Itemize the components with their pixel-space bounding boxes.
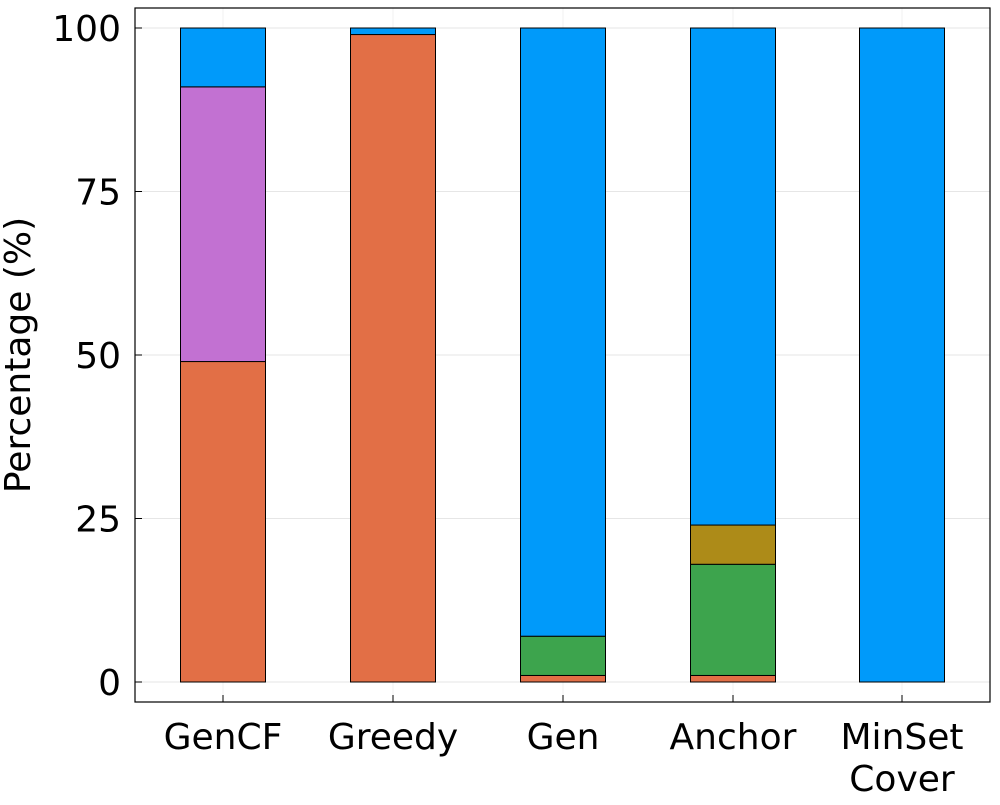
x-tick-label: GenCF xyxy=(164,717,283,758)
x-tick-label: Anchor xyxy=(670,717,797,758)
bar-segment xyxy=(690,27,776,526)
bar-segment xyxy=(350,34,436,683)
bar-segment xyxy=(859,27,945,683)
bar-segment xyxy=(350,27,436,36)
x-tick-label: MinSet Cover xyxy=(841,717,964,800)
bar-segment xyxy=(520,674,606,683)
y-tick-label: 25 xyxy=(75,500,121,541)
y-ticks: 0 25 50 75 100 xyxy=(52,9,142,704)
x-tick-label: Greedy xyxy=(328,717,458,758)
y-axis-title: Percentage (%) xyxy=(0,217,39,493)
y-tick-label: 0 xyxy=(98,663,121,704)
x-ticks: GenCF Greedy Gen Anchor MinSet Cover xyxy=(164,695,964,800)
bar-segment xyxy=(690,563,776,676)
bar-segment xyxy=(690,674,776,683)
bar-segment xyxy=(180,86,266,363)
bar-segment xyxy=(690,524,776,565)
bar-segment xyxy=(520,635,606,676)
bar-segment xyxy=(180,27,266,88)
bar-segment xyxy=(520,27,606,637)
bar-layer xyxy=(180,27,945,683)
y-tick-label: 75 xyxy=(75,173,121,214)
y-tick-label: 100 xyxy=(52,9,121,50)
y-tick-label: 50 xyxy=(75,336,121,377)
x-tick-label: Gen xyxy=(527,717,600,758)
bar-segment xyxy=(180,361,266,683)
